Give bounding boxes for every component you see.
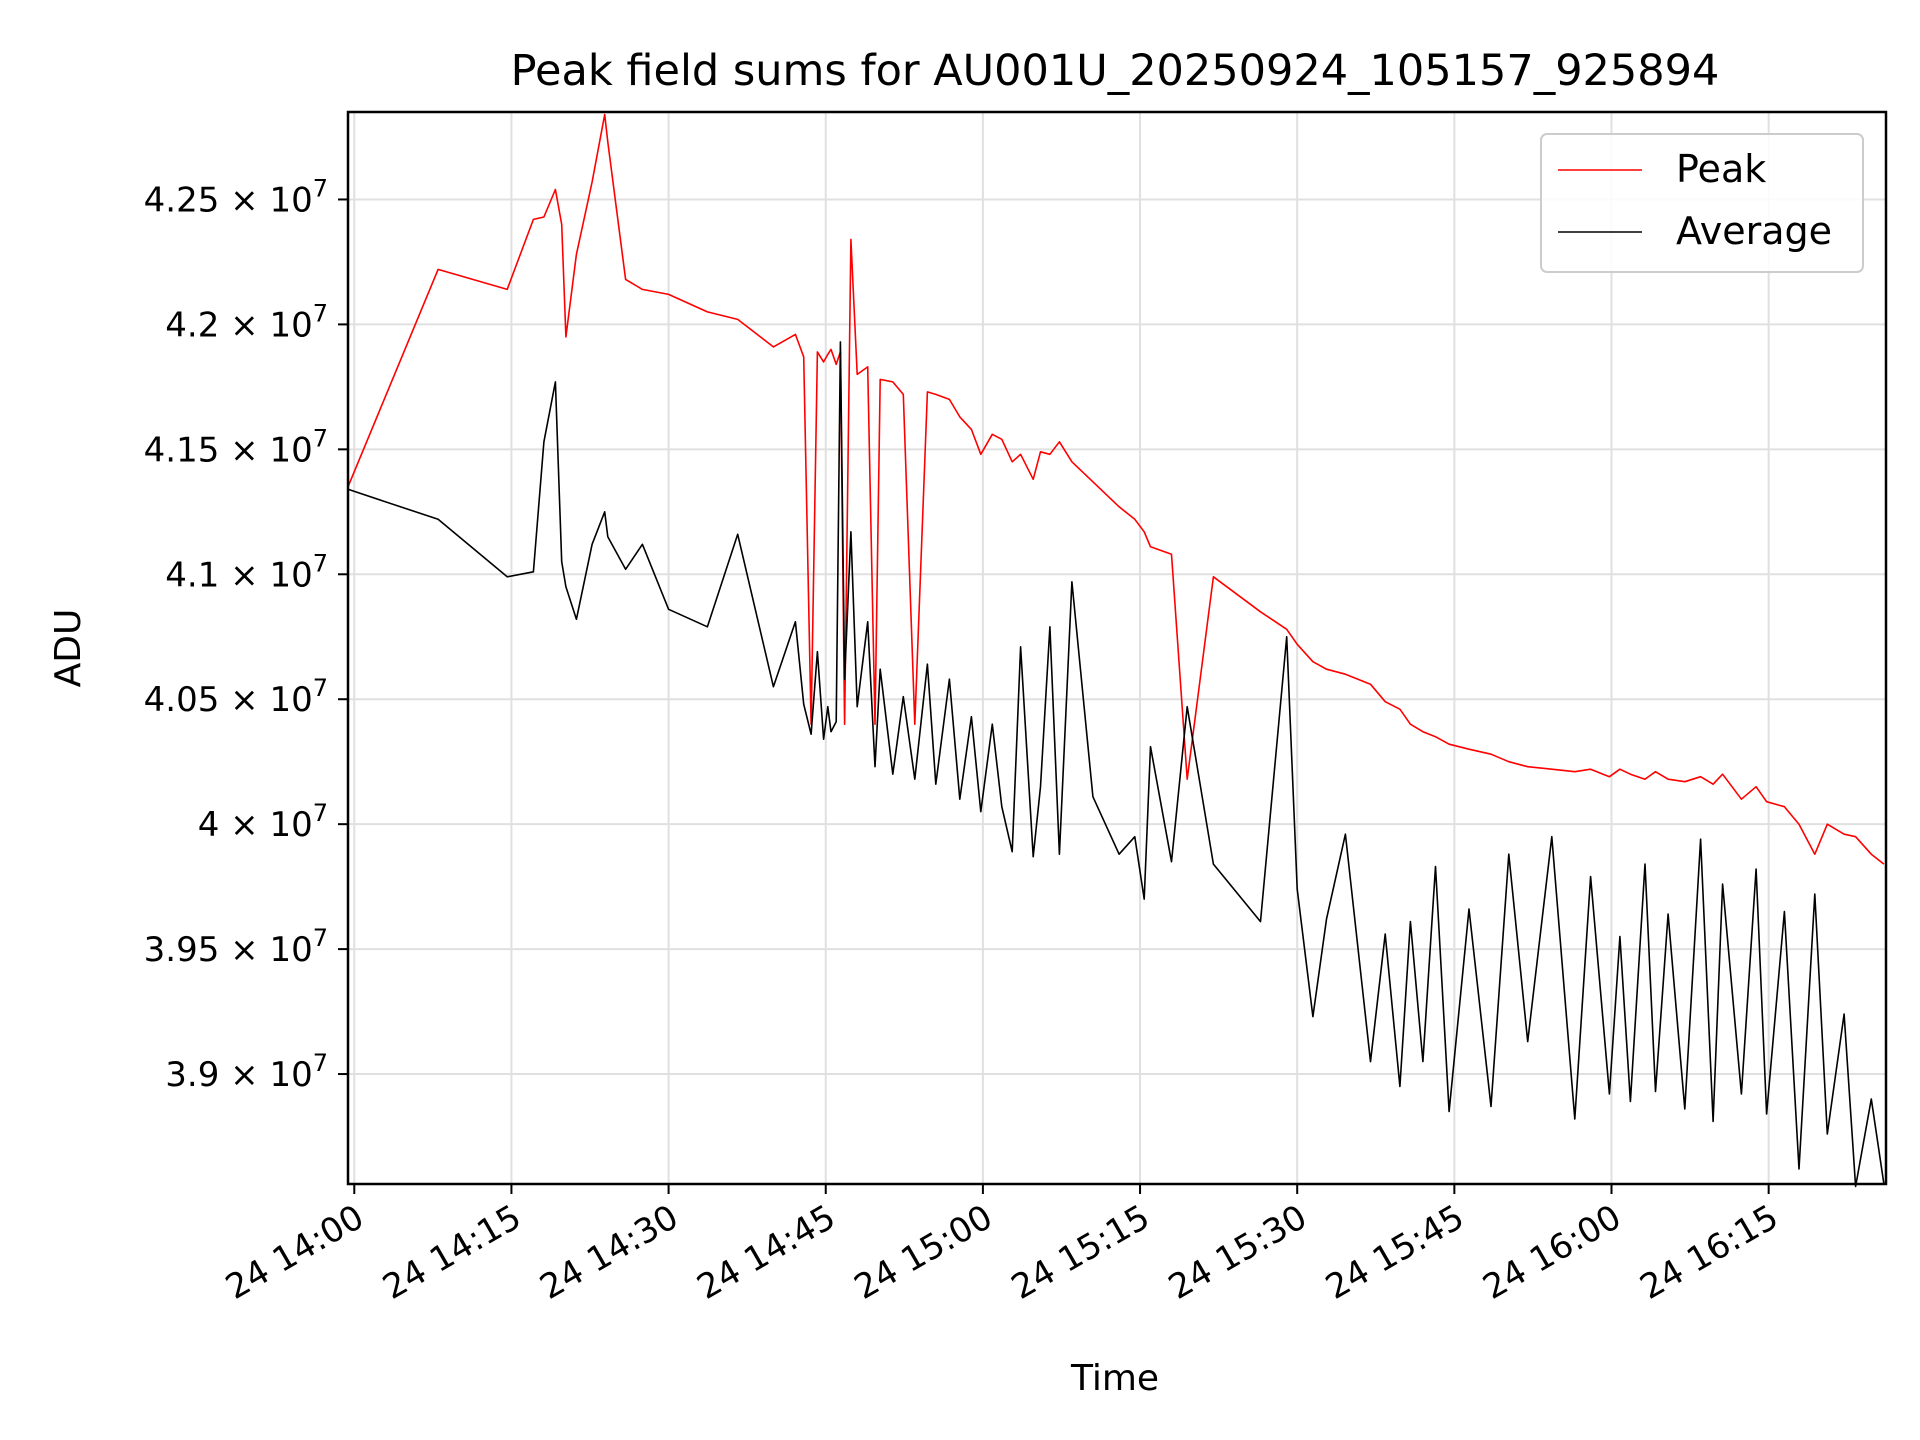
y-tick-label: 4.15 × 107 bbox=[144, 424, 328, 470]
x-axis-title: Time bbox=[1070, 1358, 1159, 1399]
y-axis-title: ADU bbox=[48, 609, 89, 688]
y-tick-label: 4 × 107 bbox=[198, 799, 328, 845]
chart-title: Peak field sums for AU001U_20250924_1051… bbox=[511, 46, 1720, 96]
series-layer bbox=[347, 113, 1885, 1188]
series-line-average bbox=[347, 341, 1885, 1188]
series-line-peak bbox=[347, 113, 1885, 865]
y-tick-label: 3.95 × 107 bbox=[144, 924, 328, 970]
y-tick-label: 3.9 × 107 bbox=[165, 1049, 328, 1095]
y-tick-label: 4.25 × 107 bbox=[144, 174, 328, 220]
legend-box bbox=[1540, 133, 1864, 273]
y-tick-label: 4.1 × 107 bbox=[165, 549, 328, 595]
y-axis: 3.9 × 107 3.95 × 107 4 × 107 4.05 × 107 4.1 … bbox=[144, 174, 348, 1095]
plot-frame bbox=[346, 110, 1888, 1186]
legend-peak-label: Peak bbox=[1676, 147, 1766, 191]
grid bbox=[348, 112, 1886, 1184]
y-tick-label: 4.05 × 107 bbox=[144, 674, 328, 720]
legend-average-label: Average bbox=[1676, 209, 1832, 253]
y-tick-label: 4.2 × 107 bbox=[165, 299, 328, 345]
legend: Peak Average bbox=[1540, 133, 1864, 273]
